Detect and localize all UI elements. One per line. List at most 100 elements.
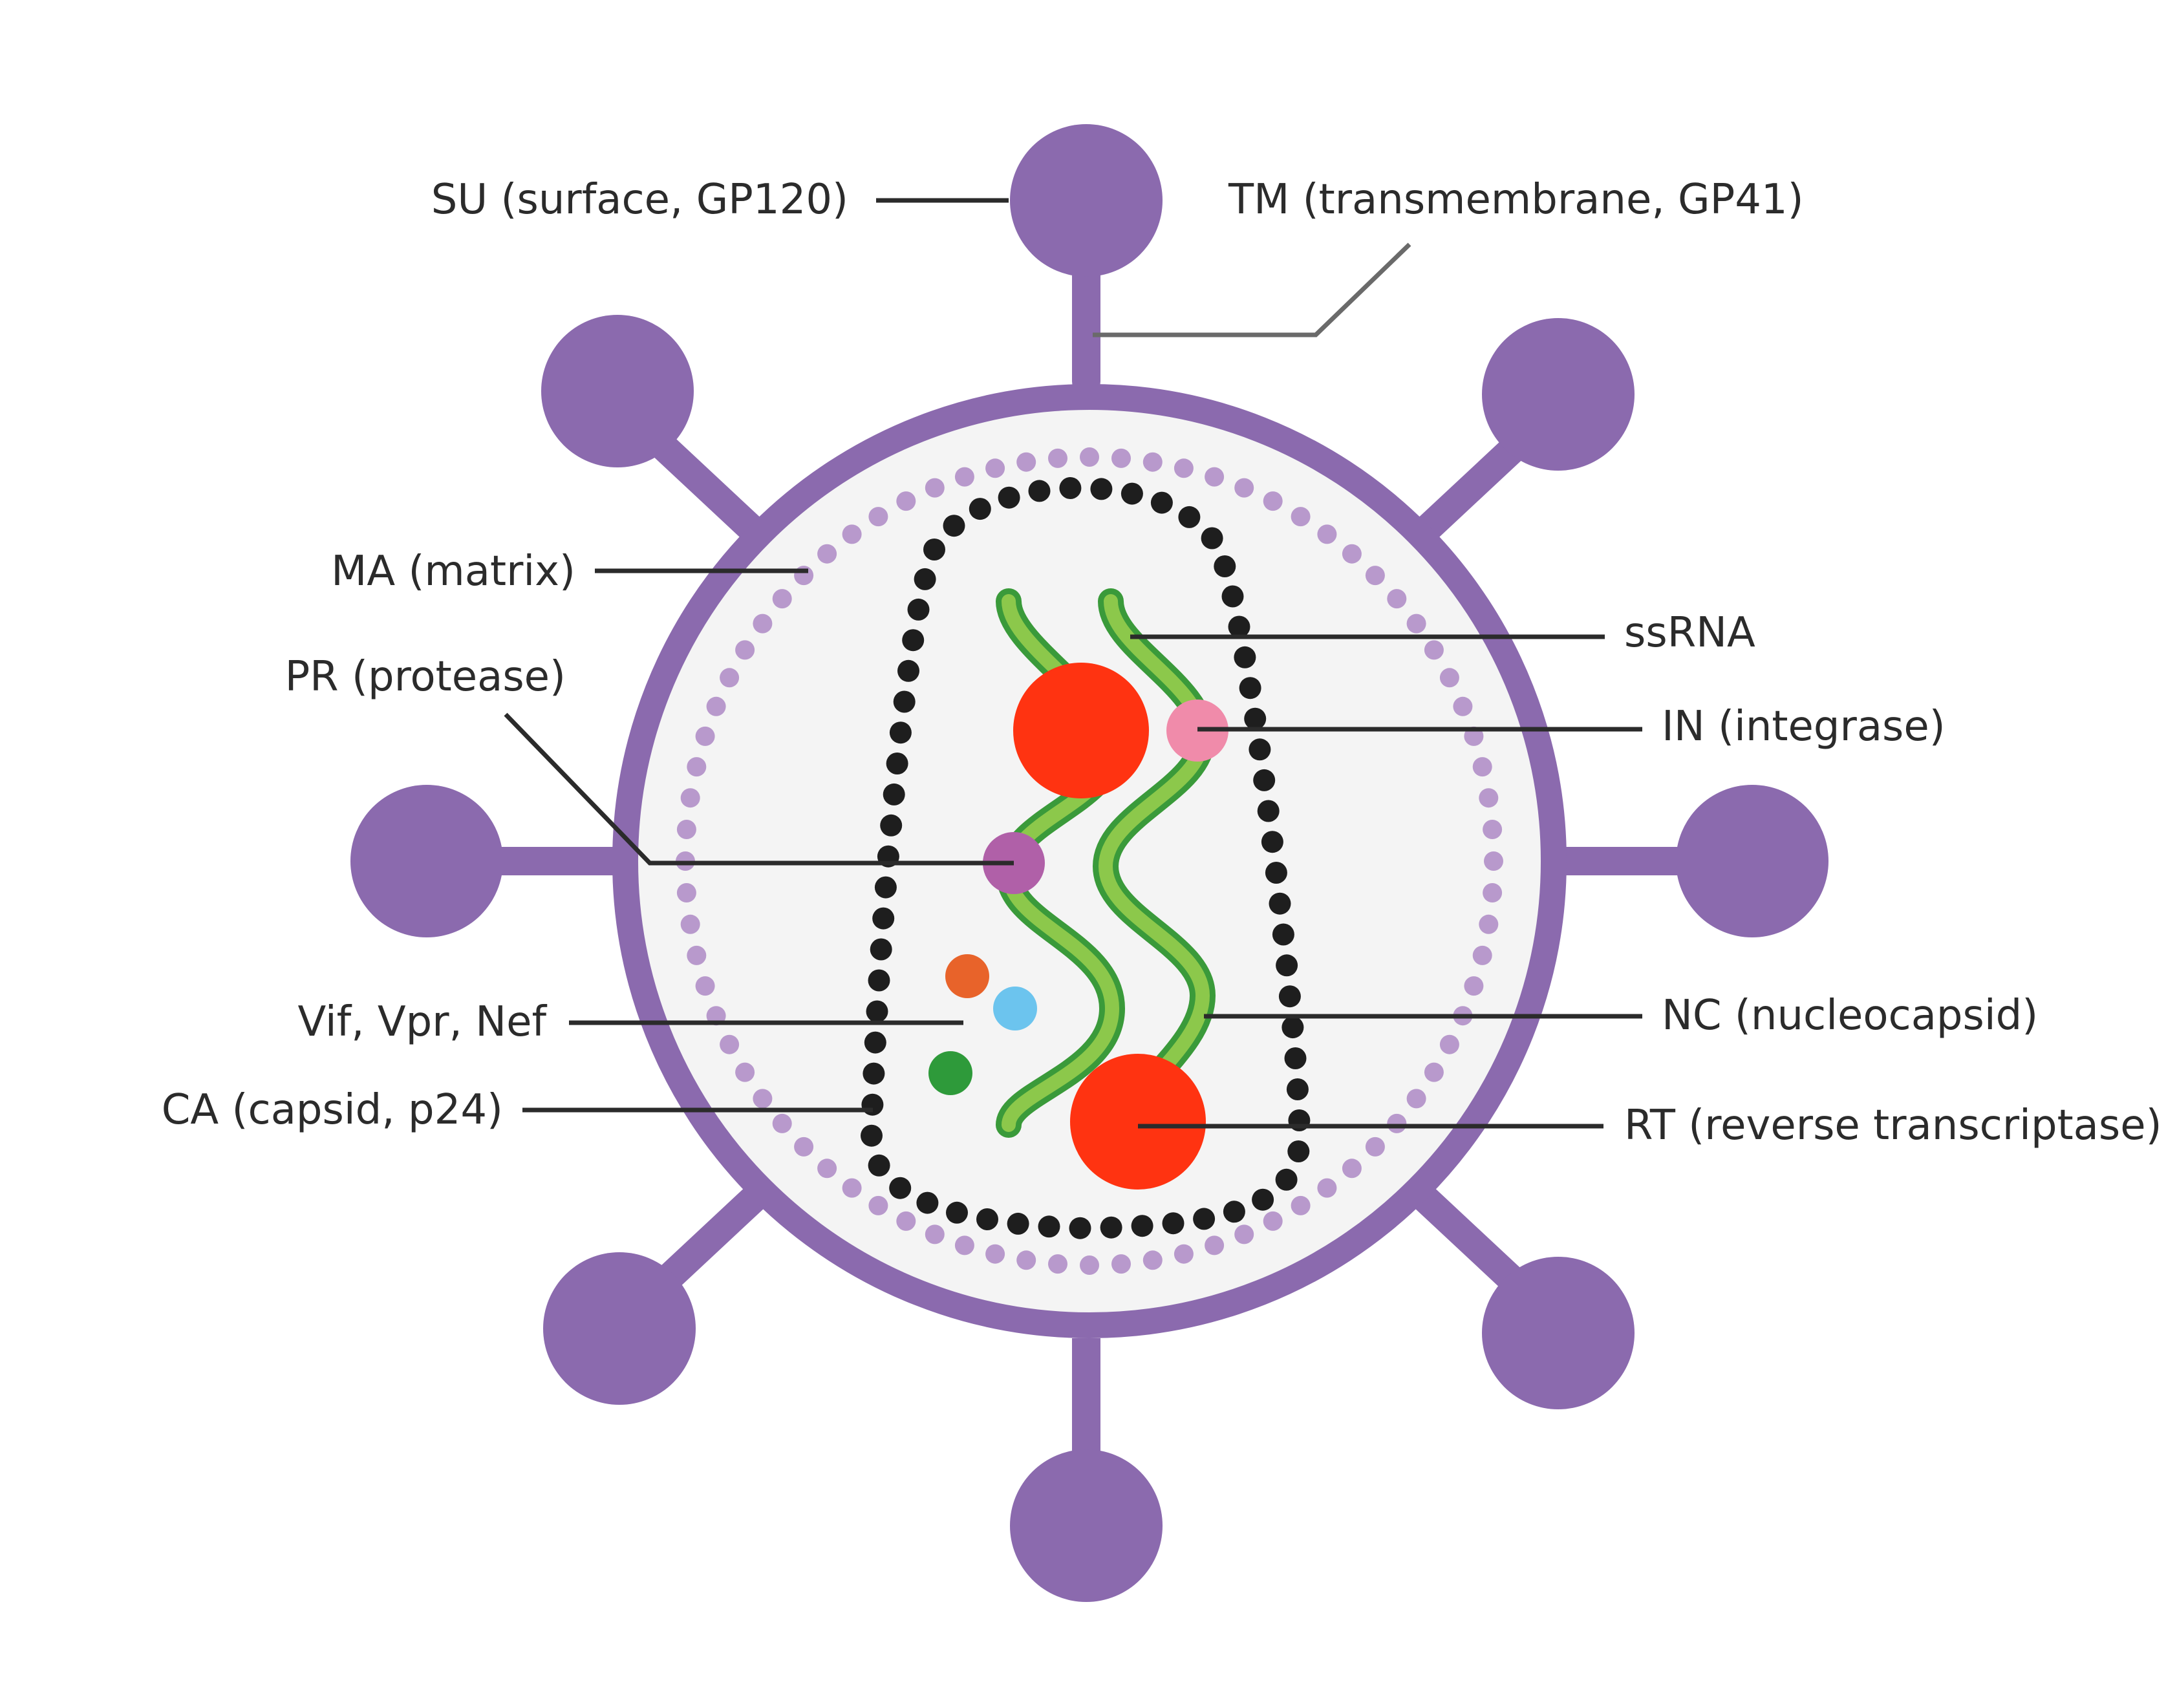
capsid-dot xyxy=(907,598,930,621)
capsid-dot xyxy=(1278,985,1301,1008)
spike-bottom xyxy=(1010,1338,1163,1602)
capsid-dot xyxy=(861,1124,883,1147)
spike-bottom-right xyxy=(1412,1185,1635,1409)
matrix-dot xyxy=(954,1235,974,1255)
capsid-dot xyxy=(889,721,912,744)
matrix-dot xyxy=(1439,1034,1459,1054)
spike-bottom-left xyxy=(543,1185,767,1405)
matrix-dot xyxy=(1472,757,1492,777)
leader-tm xyxy=(1093,242,1411,337)
vif-protein xyxy=(945,954,989,998)
matrix-dot xyxy=(1234,478,1254,498)
capsid-dot xyxy=(1214,555,1236,577)
capsid-dot xyxy=(902,629,925,652)
matrix-dot-ring xyxy=(676,447,1503,1275)
capsid-dot xyxy=(946,1201,968,1224)
capsid-dot xyxy=(1284,1047,1307,1069)
labels: SU (surface, GP120) TM (transmembrane, G… xyxy=(162,176,2162,1149)
matrix-dot xyxy=(1016,1250,1036,1270)
matrix-dot xyxy=(695,976,715,996)
matrix-dot xyxy=(753,614,773,634)
matrix-dot xyxy=(954,467,974,487)
capsid-dot xyxy=(1038,1215,1060,1238)
matrix-dot xyxy=(1048,448,1067,468)
matrix-dot xyxy=(1464,976,1484,996)
matrix-dot xyxy=(1234,1224,1254,1244)
capsid-dot xyxy=(1150,491,1173,514)
matrix-dot xyxy=(720,1034,740,1054)
capsid-dot xyxy=(1178,506,1201,528)
matrix-dot xyxy=(1406,1089,1426,1109)
label-ssrna: ssRNA xyxy=(1624,609,1755,657)
matrix-dot xyxy=(1080,1255,1099,1275)
capsid-dot xyxy=(916,1191,939,1214)
matrix-dot xyxy=(1483,820,1503,839)
matrix-dot xyxy=(1174,1244,1194,1264)
capsid-dot xyxy=(1201,527,1223,550)
matrix-dot xyxy=(1205,467,1225,487)
capsid-dot xyxy=(880,814,903,837)
matrix-dot xyxy=(1174,458,1194,478)
matrix-dot xyxy=(753,1089,773,1109)
capsid-dot-ring xyxy=(861,477,1311,1239)
capsid-dot xyxy=(914,568,936,590)
capsid-dot xyxy=(1121,482,1143,505)
matrix-dot xyxy=(1016,452,1036,472)
capsid-dot xyxy=(1007,1212,1029,1235)
capsid-dot xyxy=(1223,1201,1245,1223)
capsid-dot xyxy=(1069,1217,1091,1239)
capsid-dot xyxy=(923,539,945,560)
label-in: IN (integrase) xyxy=(1662,703,1946,751)
capsid-dot xyxy=(1228,615,1250,638)
matrix-dot xyxy=(1263,1211,1283,1231)
capsid-dot xyxy=(1261,831,1283,853)
matrix-dot xyxy=(735,640,755,660)
capsid-dot xyxy=(969,498,991,520)
capsid-dot xyxy=(998,486,1020,509)
capsid-dot xyxy=(863,1062,885,1085)
matrix-dot xyxy=(1205,1235,1225,1255)
capsid-dot xyxy=(864,1031,886,1054)
capsid-dot xyxy=(1162,1212,1185,1235)
leader-lines xyxy=(504,198,1642,1129)
matrix-dot xyxy=(842,1178,862,1198)
capsid-dot xyxy=(1131,1215,1153,1237)
matrix-dot xyxy=(1342,1158,1362,1179)
capsid-dot xyxy=(1265,862,1287,884)
matrix-dot xyxy=(1142,1250,1163,1270)
capsid-dot xyxy=(897,659,919,682)
capsid-dot xyxy=(1059,477,1082,499)
capsid-dot xyxy=(1272,923,1294,946)
label-su: SU (surface, GP120) xyxy=(431,176,848,224)
matrix-dot xyxy=(1453,696,1473,716)
matrix-dot xyxy=(1365,1137,1385,1157)
leader-pr xyxy=(504,712,1014,866)
matrix-dot xyxy=(1142,452,1163,472)
spike-top-right xyxy=(1412,318,1635,544)
capsid-dot xyxy=(1193,1208,1216,1230)
capsid-dot xyxy=(1281,1016,1304,1039)
matrix-dot xyxy=(676,883,696,902)
matrix-dot xyxy=(772,589,792,609)
capsid-dot xyxy=(1234,646,1256,668)
capsid-dot xyxy=(1100,1216,1122,1239)
matrix-dot xyxy=(896,1211,916,1231)
matrix-dot xyxy=(1317,1178,1337,1198)
matrix-dot xyxy=(1472,945,1492,965)
capsid-dot xyxy=(1090,478,1113,500)
matrix-dot xyxy=(680,914,700,934)
capsid-dot xyxy=(866,1000,888,1023)
label-rt: RT (reverse transcriptase) xyxy=(1624,1102,2162,1149)
matrix-dot xyxy=(1483,883,1503,902)
capsid-dot xyxy=(976,1208,998,1230)
matrix-dot xyxy=(1479,788,1499,808)
capsid-dot xyxy=(1275,1168,1298,1191)
spike-top-left xyxy=(541,315,767,544)
nef-protein xyxy=(928,1051,972,1095)
capsid-dot xyxy=(1287,1140,1310,1162)
capsid-dot xyxy=(1028,480,1051,502)
spike-left xyxy=(350,785,614,937)
matrix-dot xyxy=(1080,447,1099,467)
